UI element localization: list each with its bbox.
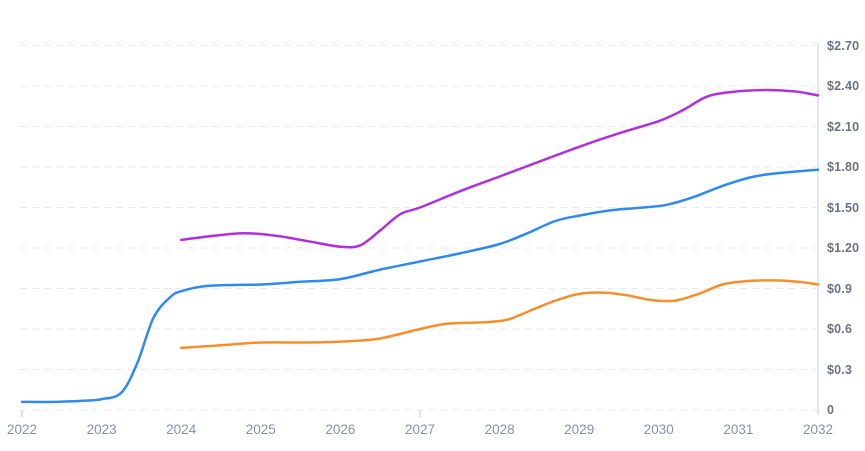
y-axis-label: 0 [827,403,835,417]
x-axis-label: 2028 [484,422,515,437]
x-axis-label: 2024 [166,422,197,437]
series-line-purple [179,88,820,249]
y-axis-label: $2.10 [827,119,860,134]
y-axis-label: $1.80 [827,160,860,174]
y-axis-label: $2.70 [827,38,860,53]
series-line-blue [20,168,820,404]
x-axis-label: 2025 [245,422,276,437]
y-axis-label: $1.20 [827,241,860,255]
x-axis-label: 2029 [564,422,595,437]
y-axis-label: $0.9 [827,281,853,296]
series-line-orange [179,279,820,350]
x-axis-label: 2030 [643,422,674,437]
x-axis-label: 2023 [86,422,117,437]
y-axis-label: $2.40 [827,79,860,93]
y-axis-label: $0.6 [827,322,853,336]
x-axis-label: 2031 [723,422,754,437]
y-axis-label: $1.50 [827,200,860,215]
x-axis-label: 2027 [404,422,436,437]
x-axis-label: 2032 [802,422,834,437]
y-axis-label: $0.3 [827,362,853,377]
x-axis-label: 2026 [325,422,356,437]
x-axis-label: 2022 [6,422,38,437]
